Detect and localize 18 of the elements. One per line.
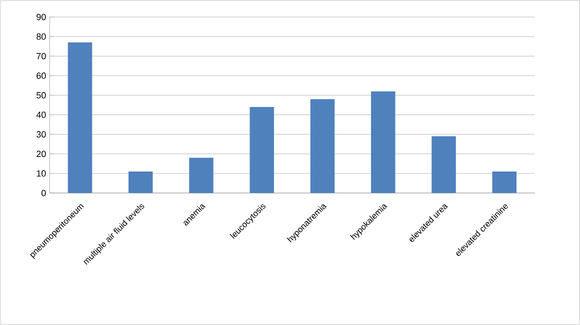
y-tick-label: 40 <box>36 112 46 118</box>
y-tick-label: 20 <box>36 150 46 158</box>
y-tick-label: 60 <box>36 72 46 79</box>
bar <box>128 171 153 193</box>
y-tick-label: 50 <box>36 92 46 98</box>
bar <box>68 42 92 193</box>
y-tick-label: 10 <box>36 170 46 177</box>
y-tick-label: 80 <box>36 33 46 40</box>
y-tick-label: 70 <box>36 52 46 60</box>
y-tick-label: 30 <box>36 131 46 138</box>
y-tick-label: 90 <box>36 14 46 20</box>
bar <box>250 106 274 193</box>
bar <box>432 136 456 193</box>
bar <box>371 91 396 193</box>
bar <box>189 158 214 193</box>
bar <box>310 99 335 193</box>
bar <box>492 171 517 193</box>
y-tick-label: 0 <box>42 190 46 196</box>
